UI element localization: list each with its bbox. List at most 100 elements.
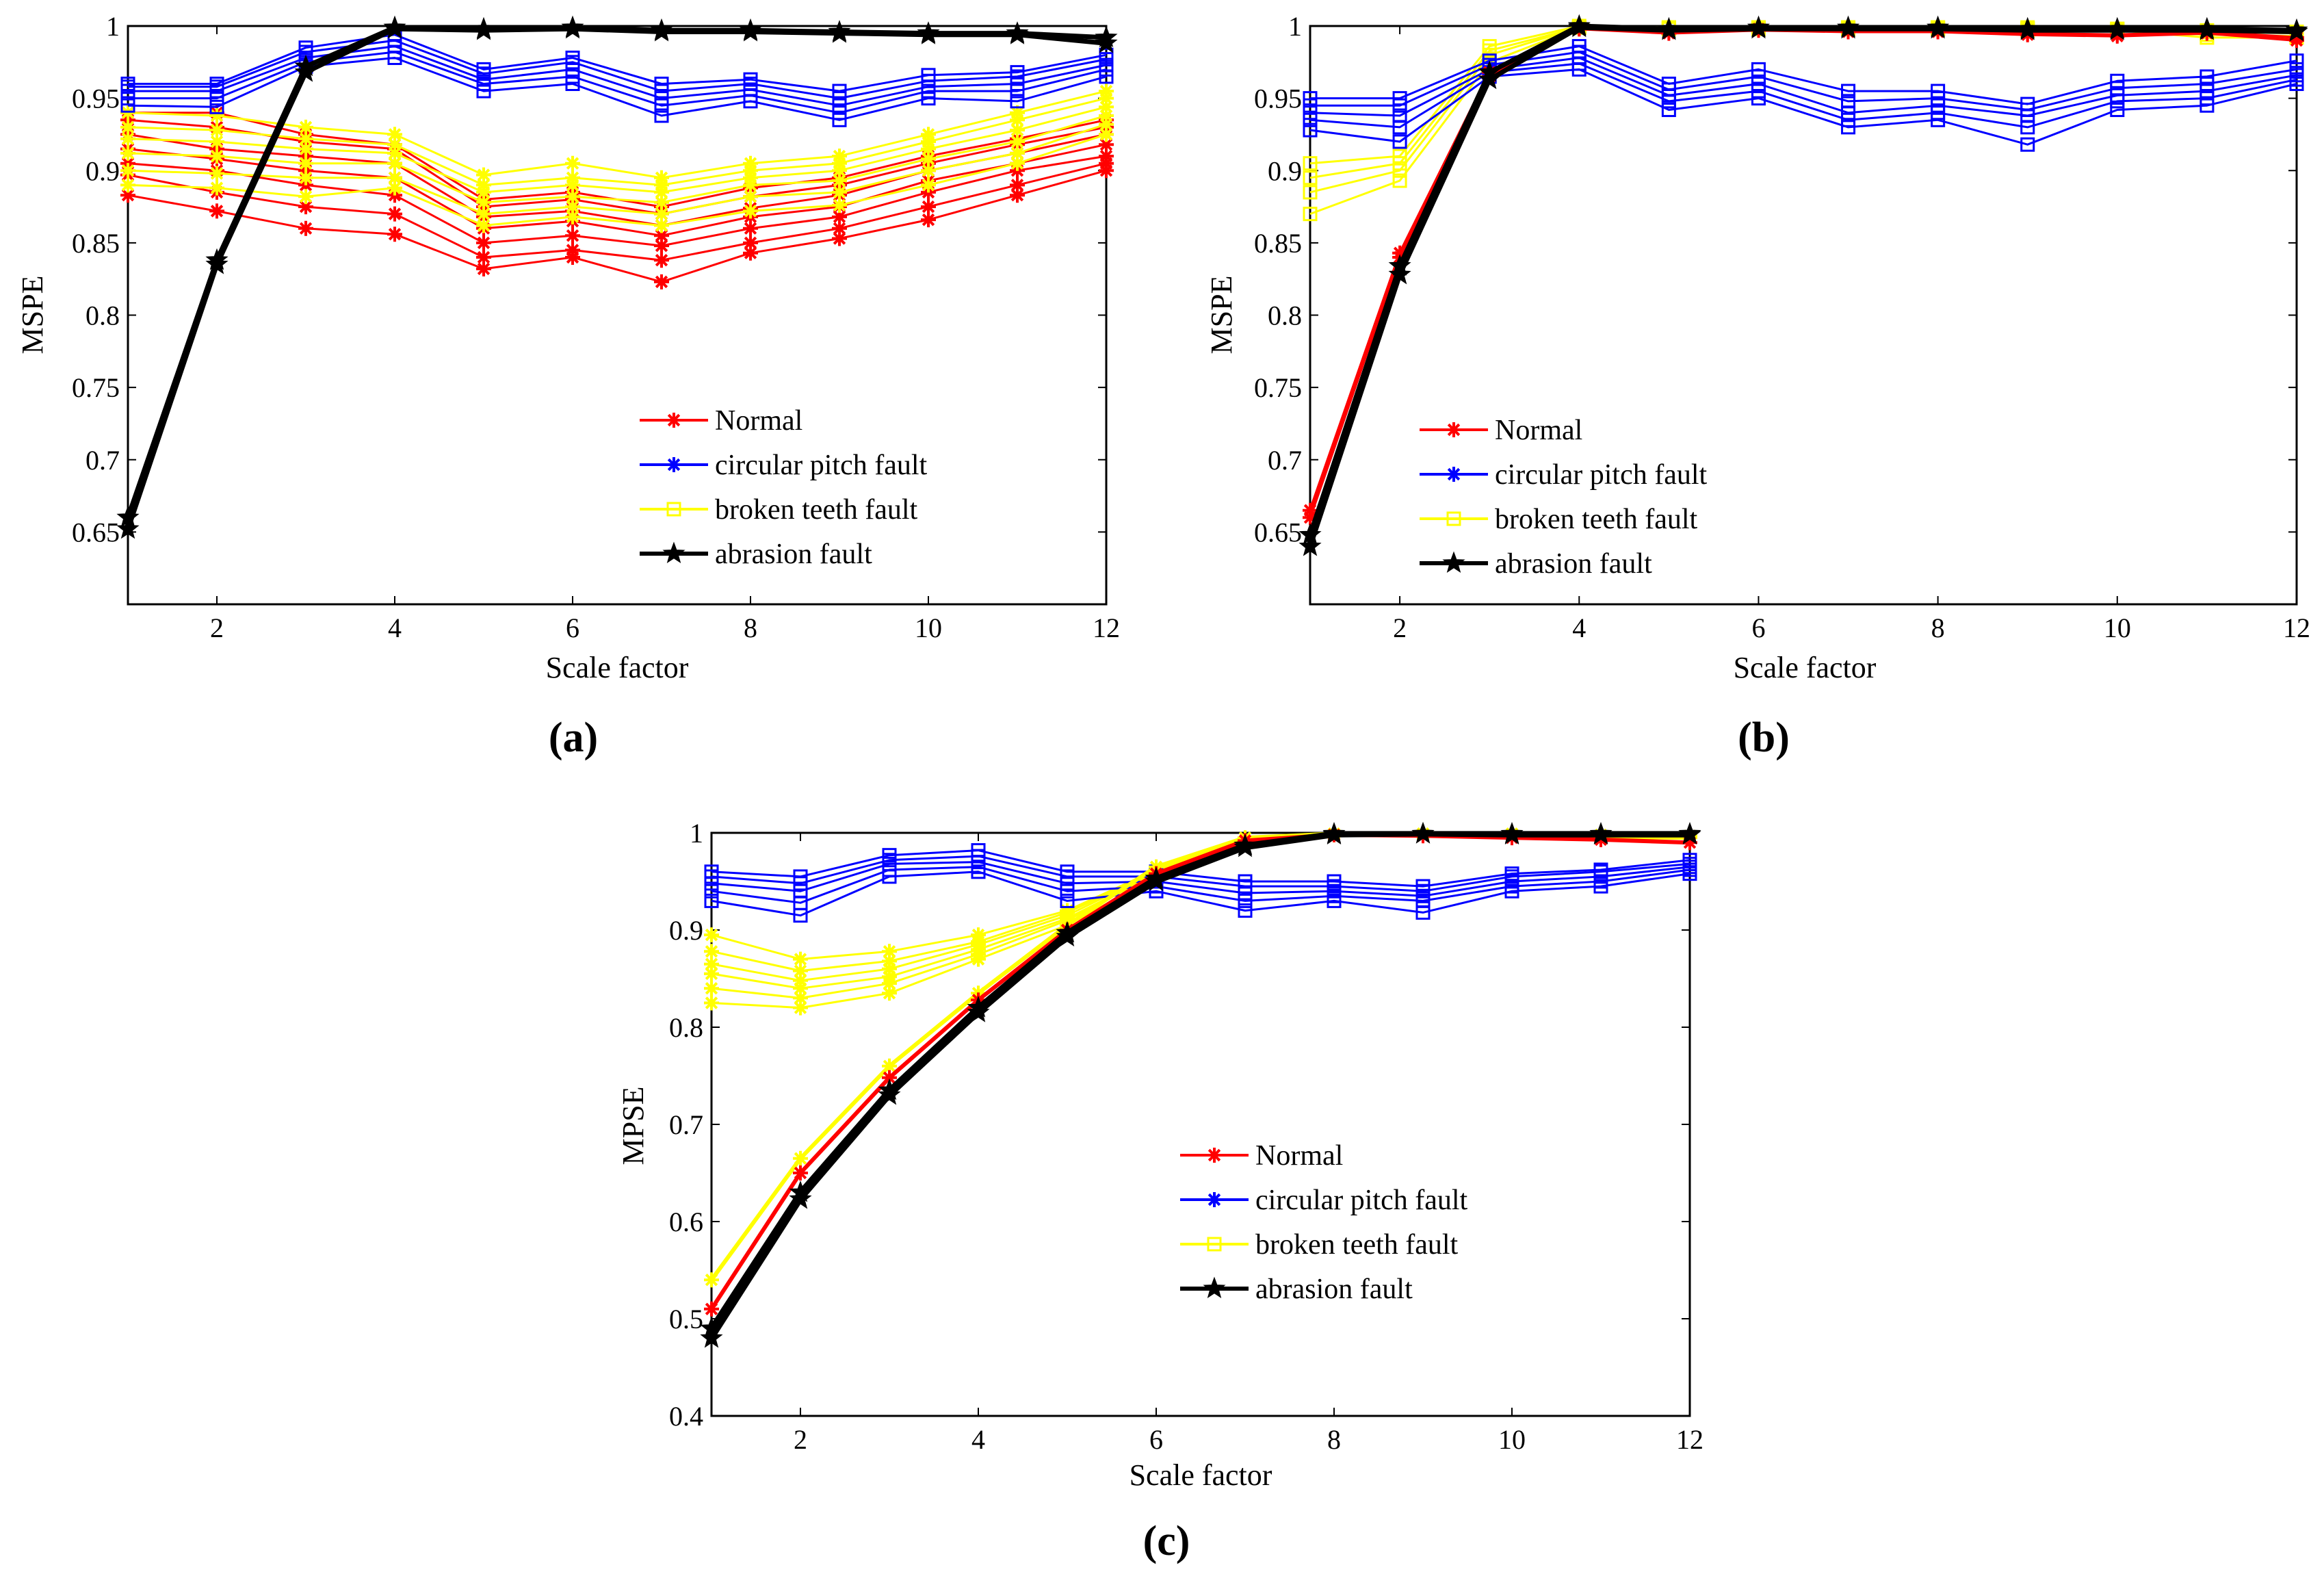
- x-tick-label: 6: [1751, 612, 1765, 643]
- series-line: [1310, 51, 2297, 111]
- series-line: [128, 51, 1107, 114]
- data-point: [832, 220, 847, 236]
- series-broken-teeth-fault: [120, 127, 1114, 233]
- data-point: [704, 1301, 719, 1317]
- legend-label: broken teeth fault: [1255, 1229, 1459, 1261]
- y-tick-label: 0.8: [669, 1012, 703, 1043]
- data-point: [654, 253, 669, 268]
- legend-marker: [1207, 1192, 1222, 1207]
- series-line: [711, 861, 1690, 897]
- y-tick-label: 0.4: [669, 1401, 703, 1432]
- legend-entry: abrasion fault: [1420, 548, 1652, 580]
- data-point: [704, 981, 719, 996]
- data-point: [1392, 156, 1407, 171]
- data-point: [298, 189, 313, 205]
- data-point: [882, 848, 897, 863]
- panel-c-y-ticks: 0.4 0.5 0.6 0.7 0.8 0.9 1: [669, 818, 1690, 1432]
- data-point: [1099, 47, 1114, 62]
- data-point: [1006, 21, 1029, 43]
- data-point: [1303, 156, 1318, 171]
- data-point: [1095, 25, 1118, 47]
- data-point: [1010, 145, 1025, 161]
- data-point: [793, 951, 808, 967]
- data-point: [2199, 69, 2215, 84]
- data-point: [921, 151, 936, 167]
- data-point: [1841, 120, 1856, 135]
- panel-a-plot-area: [127, 25, 1108, 606]
- y-tick-label: 0.7: [86, 445, 120, 476]
- data-point: [793, 963, 808, 979]
- data-point: [1751, 77, 1766, 91]
- data-point: [1010, 65, 1025, 80]
- data-point: [743, 203, 758, 219]
- data-point: [1099, 116, 1114, 132]
- legend-label: abrasion fault: [715, 539, 872, 570]
- data-point: [882, 1070, 897, 1085]
- y-tick-label: 0.75: [72, 372, 120, 403]
- y-tick-label: 1: [690, 818, 703, 849]
- legend-label: broken teeth fault: [1495, 504, 1698, 535]
- data-point: [1303, 105, 1318, 120]
- panel-c-label: (c): [1143, 1518, 1190, 1564]
- x-tick-label: 12: [1093, 612, 1120, 643]
- data-point: [1661, 103, 1676, 118]
- data-point: [1682, 853, 1697, 868]
- legend-label: circular pitch fault: [715, 450, 928, 481]
- data-point: [1238, 893, 1253, 908]
- series-circular-pitch-fault: [1303, 39, 2304, 112]
- data-point: [654, 194, 669, 210]
- x-tick-label: 12: [2283, 612, 2310, 643]
- data-point: [298, 131, 313, 146]
- series-line: [128, 45, 1107, 107]
- y-tick-label: 0.8: [1268, 300, 1302, 331]
- panel-b-label: (b): [1738, 714, 1790, 761]
- data-point: [116, 505, 140, 528]
- data-point: [209, 122, 224, 138]
- data-point: [793, 981, 808, 996]
- data-point: [1388, 262, 1411, 285]
- data-point: [565, 50, 580, 65]
- legend-entry: Normal: [1180, 1140, 1343, 1172]
- y-tick-label: 0.85: [72, 228, 120, 259]
- panel-c-x-axis-label: Scale factor: [1130, 1458, 1272, 1492]
- legend-marker: [1446, 422, 1461, 437]
- series-line: [127, 133, 1107, 227]
- x-tick-label: 10: [915, 612, 942, 643]
- data-point: [1060, 903, 1075, 918]
- panel-b-x-ticks: 2 4 6 8 10 12: [1393, 26, 2310, 643]
- data-point: [209, 134, 224, 149]
- legend-marker: [666, 457, 681, 472]
- data-point: [1836, 15, 1860, 38]
- data-point: [1661, 77, 1676, 91]
- series-line: [127, 143, 1107, 237]
- data-point: [1747, 15, 1771, 38]
- data-point: [743, 189, 758, 205]
- data-point: [2110, 88, 2125, 103]
- data-point: [1303, 91, 1318, 106]
- series-line: [709, 831, 1690, 1330]
- data-point: [476, 194, 491, 210]
- data-point: [383, 15, 406, 38]
- x-tick-label: 2: [210, 612, 224, 643]
- data-point: [1060, 883, 1075, 899]
- y-tick-label: 0.8: [86, 300, 120, 331]
- legend-label: circular pitch fault: [1255, 1185, 1468, 1216]
- data-point: [1657, 16, 1680, 39]
- data-point: [882, 944, 897, 959]
- data-point: [793, 1150, 808, 1166]
- data-point: [2199, 91, 2215, 106]
- series-line: [127, 97, 1107, 186]
- legend-label: abrasion fault: [1255, 1274, 1413, 1305]
- data-point: [1682, 835, 1697, 851]
- data-point: [882, 969, 897, 985]
- data-point: [1931, 105, 1946, 120]
- series-line: [1310, 45, 2297, 105]
- x-tick-label: 6: [1149, 1424, 1163, 1455]
- data-point: [654, 108, 669, 123]
- data-point: [209, 203, 224, 219]
- data-point: [789, 1187, 812, 1209]
- data-point: [793, 883, 808, 899]
- data-point: [1504, 866, 1519, 881]
- series-line: [127, 169, 1107, 283]
- data-point: [743, 155, 758, 171]
